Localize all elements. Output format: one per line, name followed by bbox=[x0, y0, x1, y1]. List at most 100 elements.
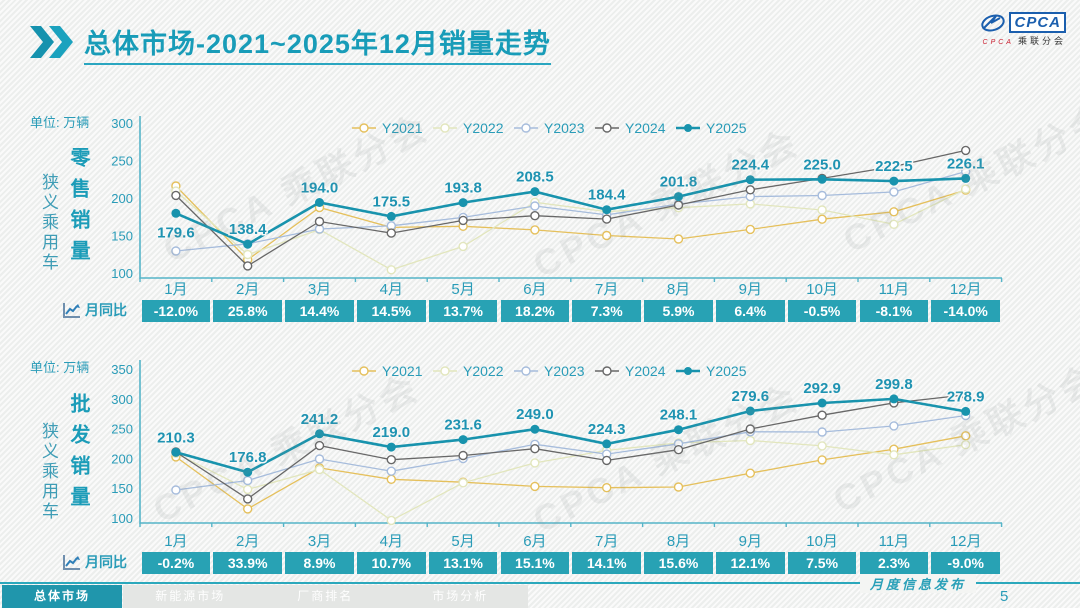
yoy-cell: 6.4% bbox=[715, 300, 785, 322]
unit-label-retail: 单位: 万辆 bbox=[30, 115, 90, 130]
data-point-Y2023 bbox=[530, 201, 540, 211]
legend-label: Y2023 bbox=[544, 120, 585, 136]
data-point-Y2025 bbox=[961, 406, 971, 416]
data-point-Y2021 bbox=[961, 431, 971, 441]
y-tick-label: 200 bbox=[111, 191, 133, 206]
point-value-label: 292.9 bbox=[803, 380, 841, 397]
y-tick-label: 350 bbox=[111, 362, 133, 377]
series-line-Y2021 bbox=[175, 185, 966, 261]
point-value-label: 138.4 bbox=[229, 221, 267, 238]
data-point-Y2022 bbox=[458, 478, 468, 488]
data-point-Y2024 bbox=[530, 443, 540, 454]
y-tick-label: 300 bbox=[111, 116, 133, 131]
yoy-cell: 12.1% bbox=[715, 552, 785, 574]
data-point-Y2021 bbox=[817, 455, 827, 465]
data-point-Y2024 bbox=[817, 410, 827, 420]
footer-tab-3[interactable]: 厂商排名 bbox=[258, 585, 393, 608]
series-line-Y2023 bbox=[175, 170, 966, 252]
legend-label: Y2024 bbox=[625, 120, 666, 136]
series-line-Y2025 bbox=[175, 177, 966, 246]
data-point-Y2025 bbox=[386, 211, 396, 221]
data-point-Y2025 bbox=[602, 205, 612, 215]
data-point-Y2022 bbox=[889, 450, 899, 460]
metric-label-wholesale: 批发销量 bbox=[67, 393, 89, 517]
data-point-Y2025 bbox=[243, 467, 253, 477]
data-point-Y2025 bbox=[530, 424, 540, 434]
footer-tab-2[interactable]: 新能源市场 bbox=[123, 585, 258, 608]
data-point-Y2024 bbox=[386, 228, 396, 238]
data-point-Y2025 bbox=[530, 187, 540, 197]
yoy-cell: -9.0% bbox=[931, 552, 1001, 574]
data-point-Y2021 bbox=[745, 224, 755, 235]
data-point-Y2021 bbox=[602, 482, 612, 493]
data-point-Y2024 bbox=[745, 424, 755, 434]
month-label: 6月 bbox=[523, 281, 547, 298]
y-tick-label: 250 bbox=[111, 154, 133, 169]
data-point-Y2023 bbox=[314, 454, 325, 464]
yoy-cell: 33.9% bbox=[213, 552, 283, 574]
data-point-Y2025 bbox=[171, 208, 181, 218]
month-label: 2月 bbox=[236, 533, 260, 550]
series-line-Y2021 bbox=[175, 435, 966, 510]
data-point-Y2024 bbox=[602, 214, 612, 224]
data-point-Y2025 bbox=[817, 398, 827, 408]
y-tick-label: 150 bbox=[111, 481, 133, 496]
axis bbox=[139, 360, 1002, 524]
yoy-cell: 7.3% bbox=[572, 300, 642, 322]
series-line-Y2023 bbox=[175, 414, 966, 491]
data-point-Y2025 bbox=[458, 198, 468, 208]
data-point-Y2025 bbox=[889, 176, 899, 186]
legend-label: Y2022 bbox=[463, 120, 504, 136]
data-point-Y2021 bbox=[817, 214, 827, 224]
yoy-cell: -0.5% bbox=[787, 300, 857, 322]
footer-tab-4[interactable]: 市场分析 bbox=[393, 585, 528, 608]
yoy-cell: 14.1% bbox=[572, 552, 642, 574]
data-point-Y2024 bbox=[458, 450, 468, 461]
data-point-Y2021 bbox=[889, 207, 899, 217]
metric-label-retail: 零售销量 bbox=[67, 147, 89, 271]
cpca-logo: CPCA CPCA 乘联分会 bbox=[970, 12, 1066, 47]
data-point-Y2024 bbox=[602, 455, 612, 466]
point-value-label: 231.6 bbox=[444, 417, 482, 434]
data-point-Y2024 bbox=[961, 390, 971, 400]
data-point-Y2022 bbox=[242, 484, 253, 495]
data-point-Y2025 bbox=[889, 394, 899, 404]
footer-tab-1[interactable]: 总体市场 bbox=[2, 585, 122, 608]
point-value-label: 176.8 bbox=[229, 449, 267, 466]
month-label: 3月 bbox=[307, 281, 332, 298]
data-point-Y2023 bbox=[889, 187, 899, 197]
data-point-Y2025 bbox=[745, 406, 755, 416]
point-value-label: 241.2 bbox=[301, 411, 339, 428]
data-point-Y2023 bbox=[171, 485, 181, 495]
data-point-Y2023 bbox=[817, 190, 827, 201]
page-title: 总体市场-2021~2025年12月销量走势 bbox=[84, 22, 551, 65]
unit-label-wholesale: 单位: 万辆 bbox=[30, 360, 90, 375]
month-label: 7月 bbox=[595, 281, 619, 298]
page-number: 5 bbox=[1000, 588, 1009, 605]
legend-marker bbox=[359, 366, 369, 376]
point-value-label: 222.5 bbox=[875, 158, 913, 175]
data-point-Y2025 bbox=[386, 442, 396, 452]
month-label: 5月 bbox=[451, 533, 475, 550]
point-value-label: 201.8 bbox=[660, 174, 698, 191]
point-value-label: 219.0 bbox=[373, 424, 411, 441]
yoy-cell: 5.9% bbox=[644, 300, 713, 322]
section-label-retail: 狭义乘用车 bbox=[39, 173, 58, 273]
data-point-Y2021 bbox=[530, 481, 540, 492]
data-point-Y2025 bbox=[674, 425, 683, 435]
data-point-Y2021 bbox=[602, 230, 612, 241]
point-value-label: 175.5 bbox=[373, 193, 411, 210]
data-point-Y2025 bbox=[243, 239, 253, 249]
month-label: 12月 bbox=[949, 281, 982, 298]
data-point-Y2022 bbox=[817, 441, 827, 451]
data-point-Y2023 bbox=[817, 427, 827, 437]
yoy-cell: 15.1% bbox=[500, 552, 570, 574]
axis bbox=[139, 116, 1002, 279]
point-value-label: 278.9 bbox=[947, 388, 985, 405]
legend-label: Y2023 bbox=[544, 363, 585, 379]
data-point-Y2024 bbox=[961, 145, 971, 156]
yoy-cell: 8.9% bbox=[285, 552, 354, 574]
data-point-Y2023 bbox=[171, 246, 181, 256]
yoy-cell: 14.5% bbox=[356, 300, 426, 322]
double-chevron-icon bbox=[30, 26, 73, 58]
